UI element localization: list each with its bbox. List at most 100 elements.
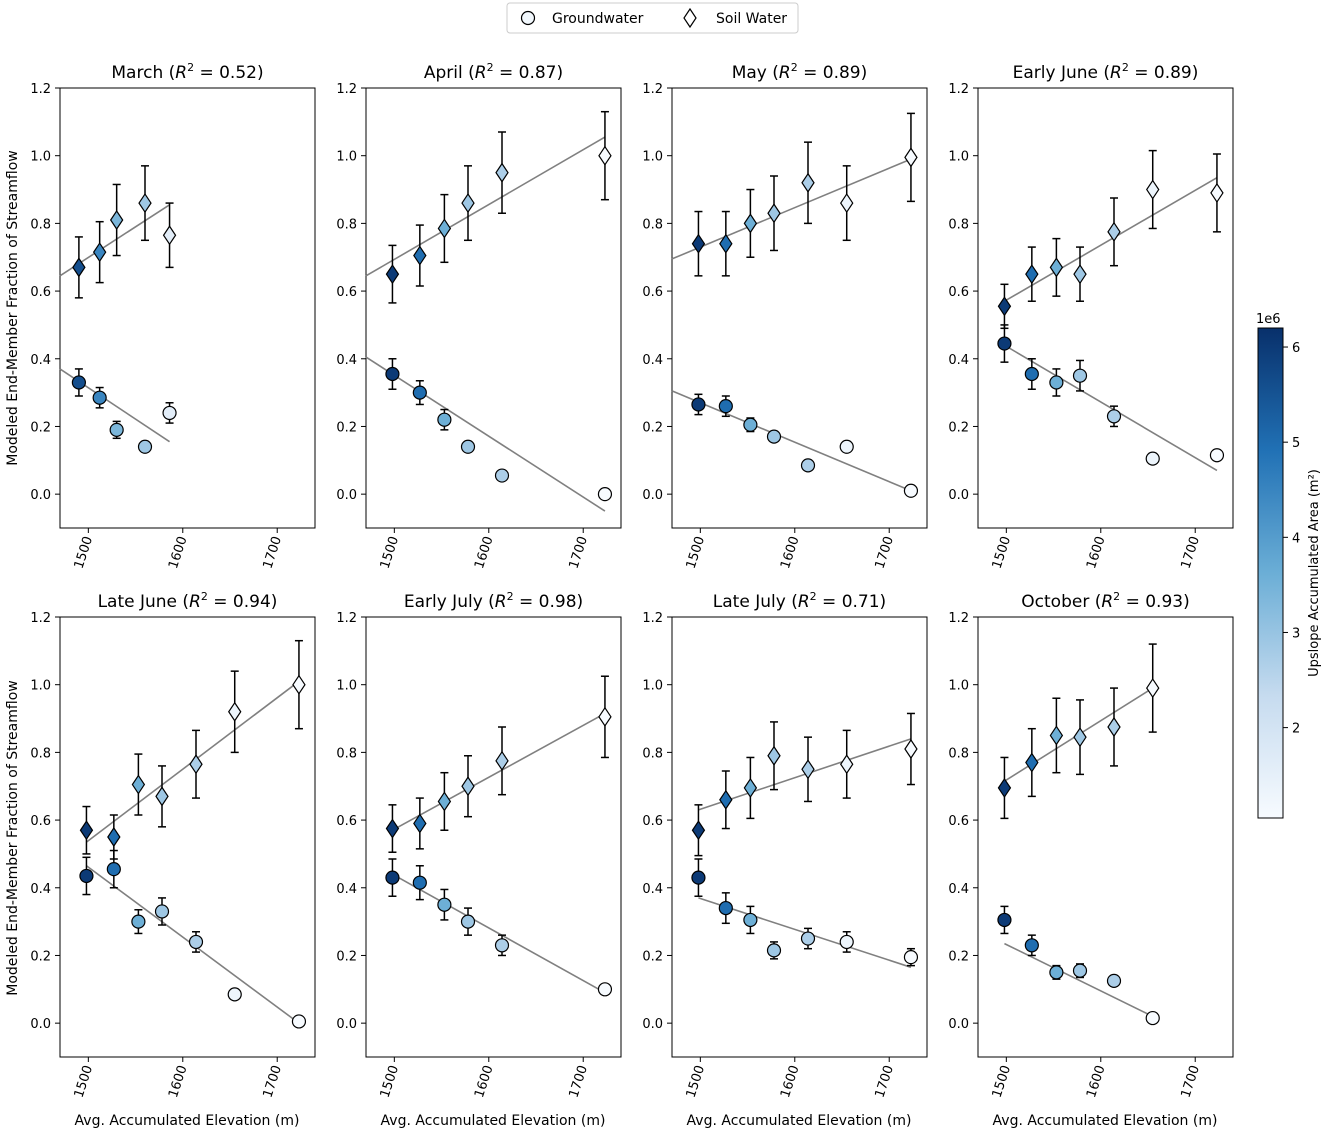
groundwater-point — [800, 931, 816, 946]
legend: Groundwater Soil Water — [506, 2, 799, 34]
groundwater-point — [800, 458, 816, 473]
groundwater-point — [460, 439, 476, 454]
soil-water-point — [138, 192, 152, 214]
soil-water-point — [598, 706, 612, 727]
groundwater-point — [597, 982, 613, 997]
y-tick-label: 0.8 — [948, 746, 969, 761]
soil-water-fit-line — [671, 158, 912, 260]
soil-water-point — [79, 820, 94, 841]
y-tick-label: 0.2 — [642, 949, 663, 964]
groundwater-point — [1145, 451, 1160, 466]
y-tick-label: 1.2 — [30, 82, 51, 97]
groundwater-point — [839, 439, 854, 454]
panel-title: Late June (R2 = 0.94) — [98, 590, 278, 612]
y-axis-label-bottom: Modeled End-Member Fraction of Streamflo… — [5, 680, 21, 995]
groundwater-point — [227, 987, 242, 1002]
x-tick-label: 1700 — [567, 1064, 591, 1100]
y-axis-label-top: Modeled End-Member Fraction of Streamflo… — [5, 150, 21, 465]
soil-water-point — [1073, 264, 1087, 285]
y-tick-label: 0.4 — [336, 353, 357, 368]
groundwater-point — [766, 943, 782, 958]
soil-water-point — [385, 264, 400, 285]
x-tick-label: 1700 — [567, 535, 591, 571]
panel-title: October (R2 = 0.93) — [1021, 590, 1189, 612]
soil-water-fit-line — [1004, 177, 1218, 302]
x-tick-label: 1600 — [778, 535, 802, 571]
y-tick-label: 0.0 — [336, 1017, 357, 1032]
y-tick-label: 1.0 — [642, 150, 663, 165]
soil-water-point — [719, 233, 733, 254]
y-tick-label: 0.8 — [30, 217, 51, 232]
soil-water-point — [1025, 264, 1039, 285]
soil-water-point — [162, 225, 177, 246]
panel-title: Late July (R2 = 0.71) — [713, 590, 886, 612]
panel-may: May (R2 = 0.89) 0.0 0.2 0.4 0.6 0.8 1.0 1.2 1500… — [642, 61, 928, 571]
x-tick-label: 1600 — [778, 1064, 802, 1100]
y-tick-label: 0.4 — [642, 882, 663, 897]
y-tick-label: 0.0 — [948, 488, 969, 503]
x-tick-label: 1600 — [166, 1064, 190, 1100]
soil-water-point — [413, 813, 427, 834]
panel-title: Early June (R2 = 0.89) — [1013, 61, 1199, 83]
axes-frame — [671, 616, 928, 1058]
x-axis-label-1: Avg. Accumulated Elevation (m) — [75, 1113, 300, 1129]
soil-water-point — [997, 296, 1012, 317]
colorbar-tick-label: 5 — [1292, 436, 1300, 451]
soil-water-point — [292, 674, 306, 695]
y-tick-label: 0.8 — [642, 746, 663, 761]
x-tick-label: 1500 — [72, 535, 96, 571]
panel-early-june: Early June (R2 = 0.89) 0.0 0.2 0.4 0.6 0.8 1.0… — [948, 61, 1234, 571]
soil-water-point — [1145, 179, 1160, 200]
soil-water-point — [904, 738, 918, 760]
groundwater-point — [1049, 375, 1064, 390]
y-tick-label: 0.6 — [336, 814, 357, 829]
y-tick-label: 0.4 — [30, 353, 51, 368]
legend-soil-water-label: Soil Water — [716, 11, 787, 27]
colorbar-tick-label: 3 — [1292, 626, 1300, 641]
panel-title: Early July (R2 = 0.98) — [404, 590, 583, 612]
y-tick-label: 0.6 — [30, 814, 51, 829]
groundwater-point — [1209, 448, 1225, 463]
soil-water-point — [691, 820, 706, 841]
soil-water-point — [801, 172, 815, 193]
groundwater-point — [997, 912, 1012, 928]
soil-water-point — [1145, 677, 1160, 699]
panel-title: May (R2 = 0.89) — [732, 61, 868, 83]
axes-frame — [365, 87, 622, 529]
soil-water-point — [904, 147, 918, 168]
colorbar-ticks: 2 3 4 5 6 — [1283, 341, 1300, 737]
legend-soil-water-marker — [683, 7, 697, 29]
y-tick-label: 0.2 — [30, 949, 51, 964]
x-tick-label: 1700 — [1179, 1064, 1203, 1100]
soil-water-point — [1107, 716, 1121, 738]
soil-water-point — [1107, 221, 1121, 242]
y-tick-label: 1.2 — [336, 82, 357, 97]
panel-early-july: Early July (R2 = 0.98) 0.0 0.2 0.4 0.6 0.8 1.0… — [336, 590, 622, 1100]
soil-water-point — [743, 777, 758, 799]
legend-groundwater-marker — [520, 10, 536, 26]
soil-water-point — [228, 701, 242, 722]
soil-water-point — [155, 786, 169, 807]
groundwater-point — [437, 412, 452, 427]
axes-frame — [671, 87, 928, 529]
groundwater-point — [1024, 938, 1039, 953]
groundwater-point — [766, 429, 782, 444]
panel-late-july: Late July (R2 = 0.71) 0.0 0.2 0.4 0.6 0.8 1.0 1… — [642, 590, 928, 1100]
groundwater-point — [903, 483, 919, 498]
soil-water-point — [495, 750, 509, 771]
colorbar-tick-label: 6 — [1292, 341, 1300, 356]
y-tick-label: 1.0 — [30, 150, 51, 165]
soil-water-point — [719, 789, 733, 810]
y-tick-label: 0.4 — [30, 882, 51, 897]
groundwater-point — [743, 417, 758, 432]
soil-water-point — [437, 218, 452, 239]
groundwater-point — [131, 914, 146, 929]
groundwater-fit-line — [1004, 942, 1154, 1018]
y-tick-label: 1.0 — [948, 679, 969, 694]
y-tick-label: 1.0 — [336, 150, 357, 165]
groundwater-point — [154, 904, 170, 919]
y-tick-label: 1.2 — [948, 82, 969, 97]
colorbar-tick-label: 4 — [1292, 531, 1300, 546]
y-tick-label: 0.8 — [336, 746, 357, 761]
groundwater-point — [437, 897, 452, 912]
